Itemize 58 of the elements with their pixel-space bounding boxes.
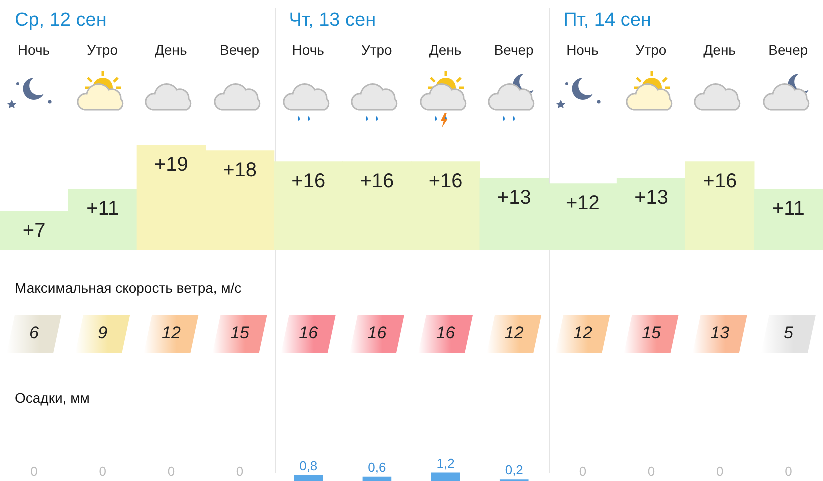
data-label: 12 xyxy=(504,324,524,343)
category-label: Ночь xyxy=(566,42,599,58)
data-label: +16 xyxy=(292,170,326,193)
data-label: 0 xyxy=(30,464,38,480)
data-label: +18 xyxy=(223,160,258,182)
data-label: 13 xyxy=(710,324,730,343)
data-label: 0 xyxy=(785,464,792,480)
data-label: 0 xyxy=(99,464,106,480)
data-label: 5 xyxy=(784,324,794,343)
data-label: 0,8 xyxy=(300,458,318,474)
category-label: Вечер xyxy=(220,42,260,58)
data-label: +12 xyxy=(566,192,600,215)
text: Пт, 14 сен xyxy=(564,10,652,32)
category-label: Утро xyxy=(87,42,118,58)
bar xyxy=(431,472,460,481)
bar xyxy=(294,475,324,481)
data-label: +11 xyxy=(86,198,120,220)
data-label: +16 xyxy=(428,170,463,193)
data-label: +13 xyxy=(497,187,532,210)
category-label: Ночь xyxy=(18,42,50,58)
data-label: 0,6 xyxy=(368,460,386,475)
category-label: Утро xyxy=(361,42,392,58)
data-label: +16 xyxy=(703,170,738,193)
bar xyxy=(686,162,755,250)
data-label: 9 xyxy=(98,324,108,343)
bar xyxy=(362,476,392,481)
data-label: 6 xyxy=(30,324,40,343)
category-label: День xyxy=(704,42,736,58)
data-label: +11 xyxy=(772,198,805,220)
data-label: 0 xyxy=(236,464,244,480)
category-label: Утро xyxy=(636,42,667,58)
category-label: Вечер xyxy=(494,42,534,58)
category-label: День xyxy=(429,42,462,58)
data-label: 0 xyxy=(579,464,587,480)
data-label: 15 xyxy=(230,324,250,343)
data-label: 0 xyxy=(168,464,176,480)
category-label: Вечер xyxy=(768,42,808,58)
data-label: +7 xyxy=(22,220,46,242)
data-label: 16 xyxy=(436,324,456,343)
bar xyxy=(754,189,823,250)
chart-title: Осадки, мм xyxy=(15,390,90,406)
data-label: +13 xyxy=(634,187,669,210)
data-label: +16 xyxy=(360,170,394,193)
data-label: 12 xyxy=(573,324,593,343)
category-label: Ночь xyxy=(292,42,324,58)
data-label: 16 xyxy=(368,324,388,343)
data-label: 15 xyxy=(642,324,662,343)
chart-title: Максимальная скорость ветра, м/с xyxy=(15,280,242,296)
data-label: 0,2 xyxy=(505,462,524,478)
data-label: 0 xyxy=(648,464,656,480)
data-label: 12 xyxy=(162,324,182,343)
text: Чт, 13 сен xyxy=(289,10,376,32)
text: Ср, 12 сен xyxy=(15,10,107,32)
data-label: 1,2 xyxy=(436,456,455,471)
data-label: 0 xyxy=(716,464,724,480)
data-label: 16 xyxy=(299,324,319,343)
category-label: День xyxy=(155,42,188,58)
data-label: +19 xyxy=(154,154,188,176)
